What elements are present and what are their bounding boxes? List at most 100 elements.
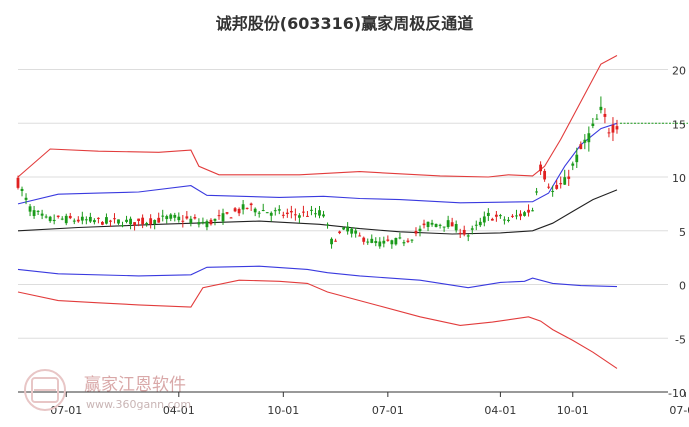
- candle-body: [450, 222, 454, 227]
- candle-body: [579, 144, 583, 150]
- candle-body: [402, 242, 406, 244]
- candle-body: [519, 213, 522, 217]
- candle-body: [454, 224, 458, 231]
- candle-body: [539, 164, 542, 172]
- candle-body: [253, 208, 257, 213]
- candle-body: [281, 214, 285, 216]
- candle-body: [173, 214, 177, 218]
- candle-body: [121, 225, 124, 227]
- candle-body: [567, 176, 571, 179]
- candle-body: [149, 218, 153, 225]
- y-tick-label: 10: [672, 172, 686, 185]
- candle-body: [229, 217, 233, 219]
- candle-body: [346, 226, 350, 232]
- candle-body: [177, 216, 181, 221]
- candle-body: [197, 222, 201, 225]
- candle-body: [314, 213, 317, 215]
- candle-body: [434, 223, 438, 227]
- candle-body: [426, 221, 430, 228]
- candle-body: [201, 221, 205, 223]
- candle-body: [28, 206, 32, 212]
- candle-body: [370, 238, 374, 243]
- candle-body: [418, 228, 422, 232]
- candle-body: [137, 218, 140, 222]
- candle-body: [422, 223, 426, 226]
- candle-body: [310, 209, 313, 211]
- candle-body: [466, 235, 470, 237]
- candle-body: [354, 230, 358, 234]
- candle-body: [503, 219, 506, 221]
- candle-body: [145, 223, 149, 225]
- candle-body: [209, 219, 213, 225]
- candle-body: [181, 220, 185, 222]
- candle-body: [406, 240, 410, 242]
- candle-body: [269, 212, 273, 216]
- candle-body: [470, 228, 474, 230]
- candle-body: [374, 241, 378, 244]
- candle-body: [490, 218, 494, 221]
- series-line-upper_blue: [17, 122, 618, 205]
- candle-body: [233, 208, 237, 212]
- candle-body: [430, 222, 434, 225]
- candle-body: [394, 237, 398, 245]
- candle-body: [169, 214, 173, 219]
- x-tick-label: 07-01: [50, 404, 82, 417]
- y-tick-label: 20: [672, 65, 686, 78]
- x-axis: 07-01 04-01 10-01 07-01 04-01 10-01 07-01: [18, 391, 689, 417]
- candle-body: [205, 221, 209, 228]
- candle-body: [125, 219, 128, 222]
- candle-body: [129, 218, 132, 225]
- candle-body: [213, 218, 217, 221]
- x-tick-label: 04-01: [163, 404, 195, 417]
- candle-body: [249, 203, 253, 206]
- candle-body: [511, 215, 514, 217]
- candle-body: [587, 133, 591, 143]
- candle-body: [48, 216, 52, 222]
- candle-body: [543, 170, 547, 180]
- candle-body: [237, 208, 241, 214]
- candle-body: [603, 113, 607, 117]
- candle-body: [362, 237, 366, 242]
- candle-body: [342, 227, 346, 230]
- candle-body: [217, 215, 221, 217]
- x-tick-label: 07-01: [669, 404, 689, 417]
- candles-layer: [16, 96, 619, 249]
- series-line-upper_red: [17, 55, 618, 178]
- candle-body: [88, 216, 92, 222]
- candle-body: [523, 212, 526, 216]
- candle-body: [482, 216, 486, 223]
- candle-body: [60, 218, 64, 220]
- candle-body: [24, 197, 28, 200]
- candle-body: [499, 215, 502, 217]
- candle-body: [245, 207, 249, 209]
- candle-body: [535, 191, 538, 193]
- candle-body: [322, 214, 325, 217]
- candle-body: [298, 215, 301, 218]
- candle-body: [410, 239, 414, 241]
- candle-body: [366, 241, 370, 243]
- series-layer: [17, 55, 618, 369]
- candle-body: [185, 216, 189, 219]
- watermark: 赢家江恩软件 www.360gann.com: [20, 368, 240, 418]
- candle-body: [326, 224, 329, 226]
- candle-body: [157, 217, 161, 223]
- y-tick-label: 0: [679, 280, 686, 293]
- candle-body: [302, 211, 305, 213]
- watermark-name: 赢家江恩软件: [84, 375, 186, 395]
- candle-body: [16, 177, 20, 188]
- series-line-lower_blue: [17, 265, 618, 289]
- candle-body: [52, 219, 56, 222]
- candle-body: [293, 214, 297, 216]
- candle-body: [458, 232, 462, 234]
- candle-body: [285, 212, 289, 215]
- candle-body: [507, 219, 510, 221]
- candle-body: [611, 124, 615, 133]
- watermark-logo-icon: [24, 369, 66, 411]
- x-tick-label: 07-01: [372, 404, 404, 417]
- candle-body: [257, 212, 261, 214]
- candle-body: [141, 217, 145, 225]
- candle-body: [44, 216, 48, 218]
- candle-body: [189, 218, 193, 224]
- candle-body: [531, 210, 534, 212]
